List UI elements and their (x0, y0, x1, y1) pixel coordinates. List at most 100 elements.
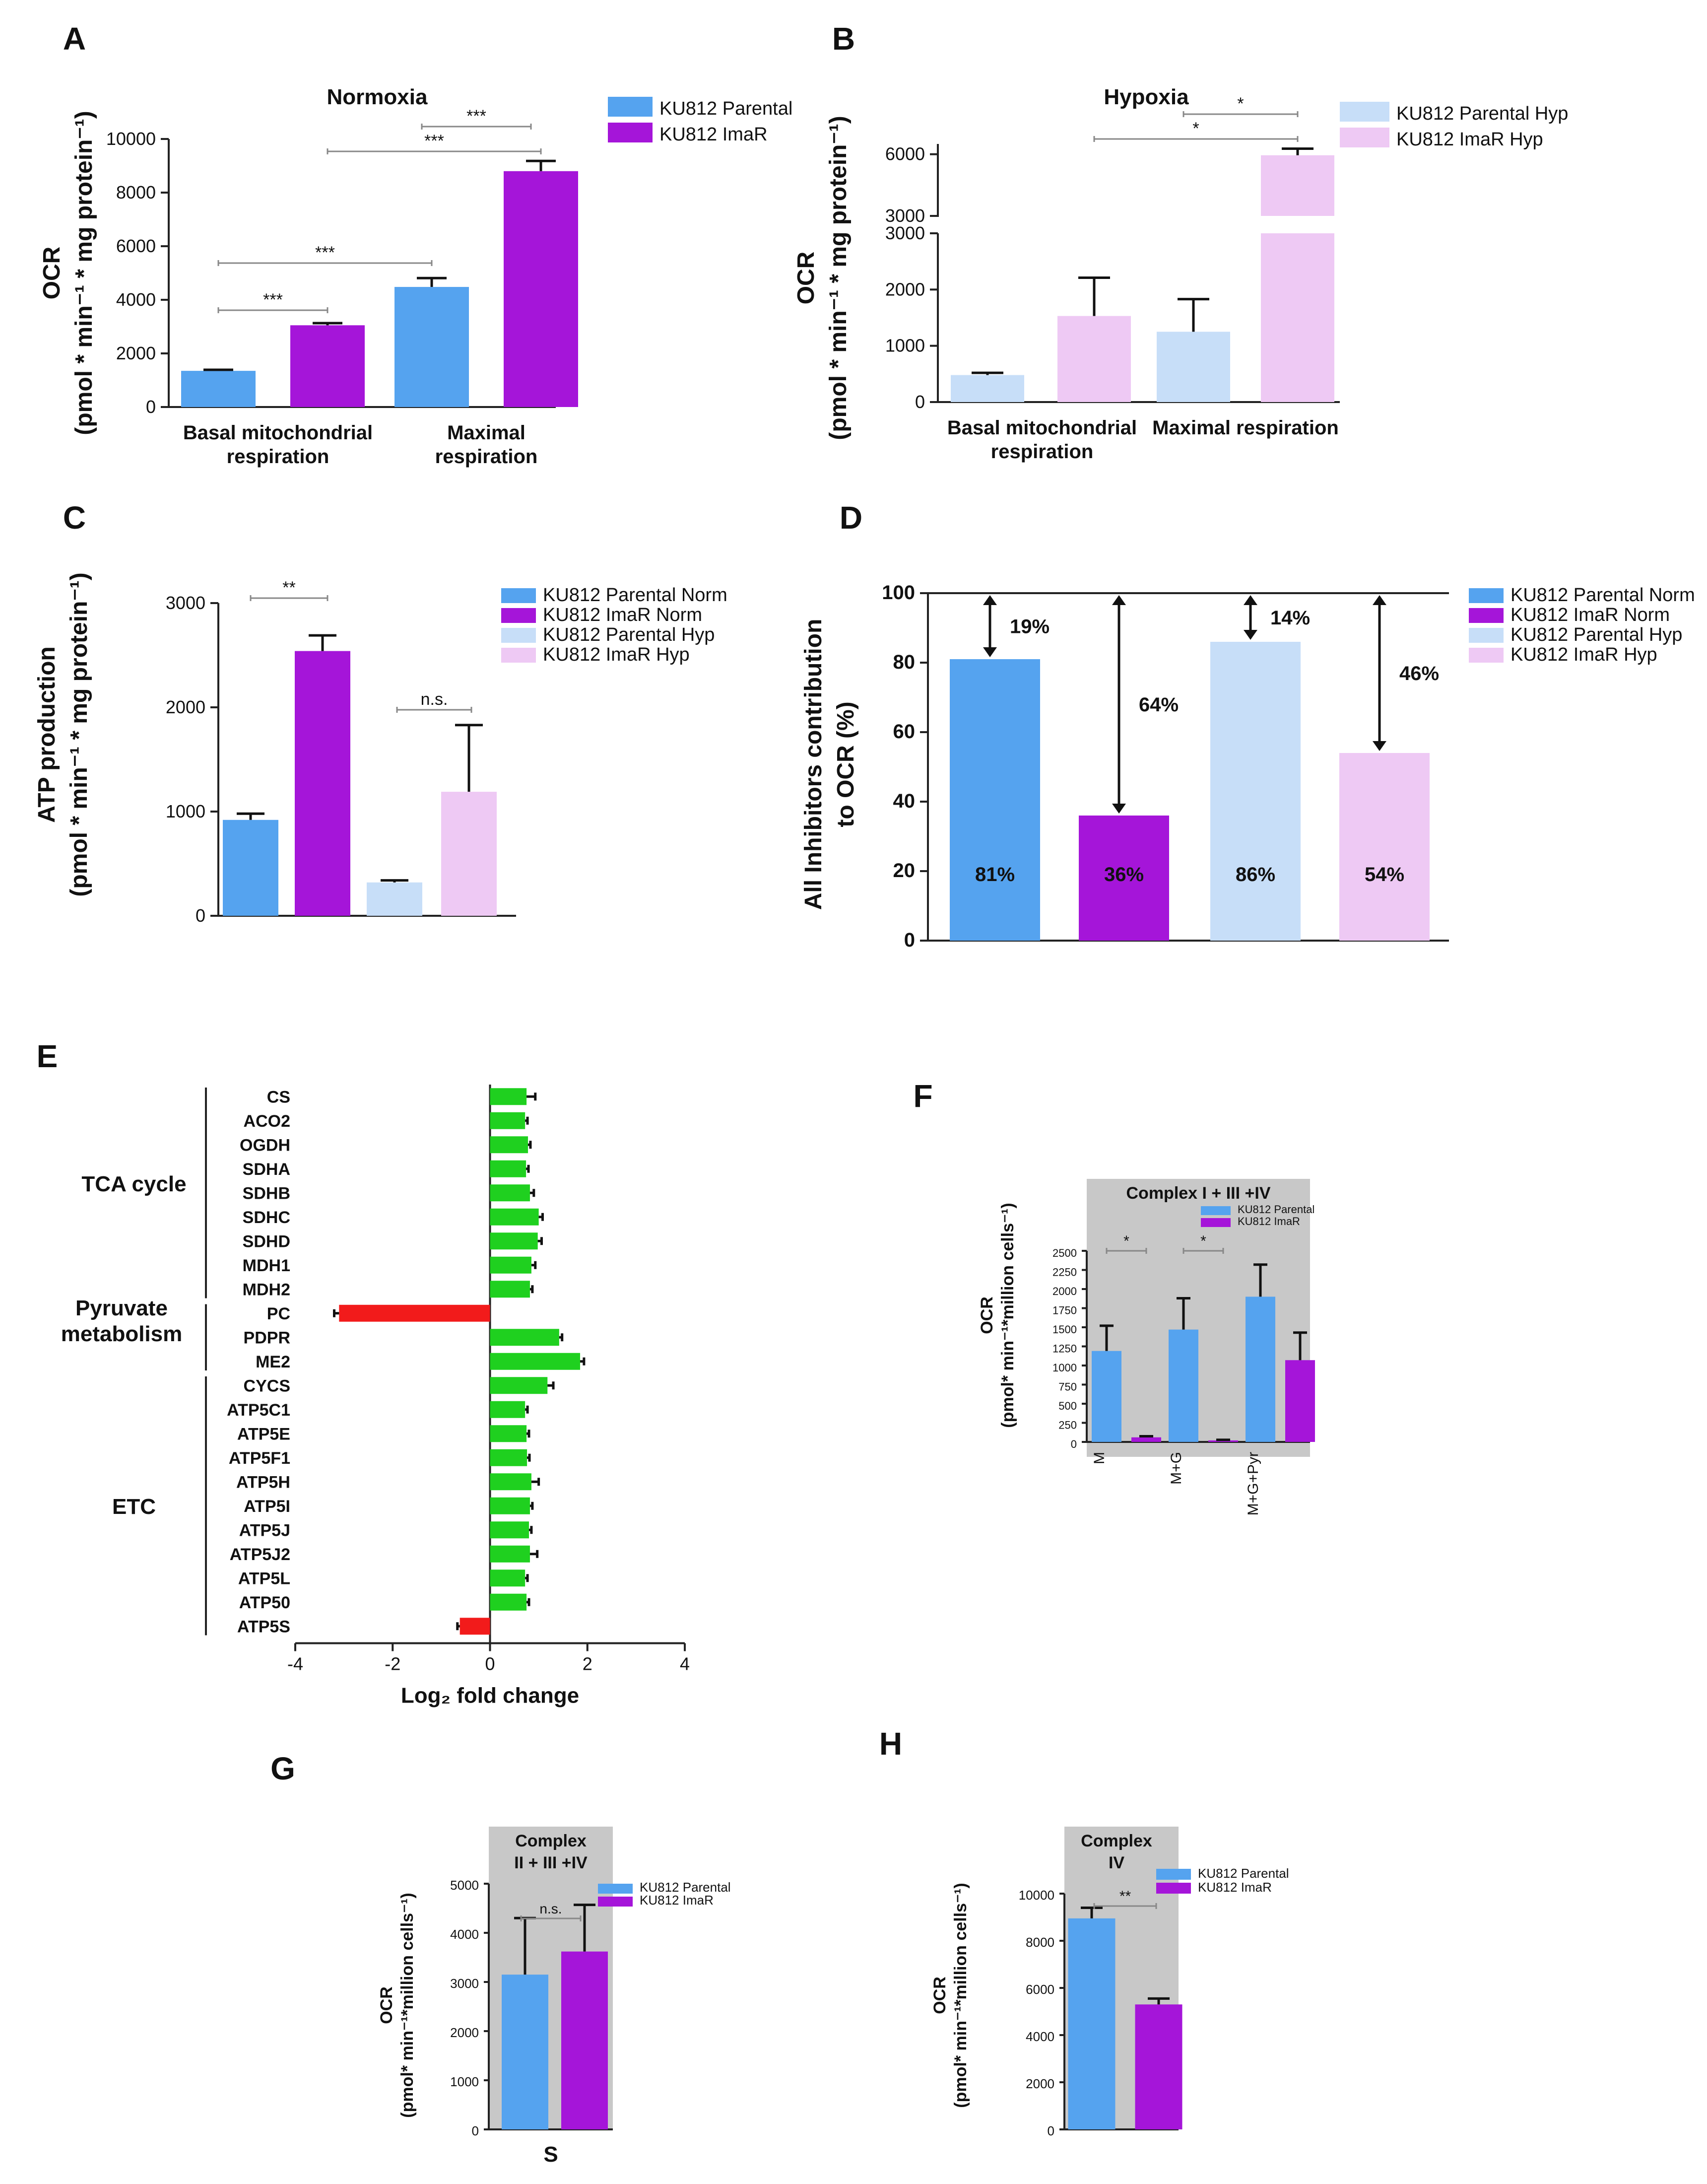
chart-g-legend-label: KU812 Parental (640, 1880, 731, 1895)
chart-e-gene-label: ATP5J2 (230, 1545, 290, 1564)
chart-d-ylabel-line: to OCR (%) (833, 701, 859, 827)
chart-b-sig-label: * (1192, 119, 1199, 138)
chart-f-bar (1246, 1297, 1275, 1442)
chart-a-category: Maximal (447, 422, 525, 444)
chart-h-legend-swatch (1156, 1869, 1191, 1880)
chart-f-bar (1092, 1351, 1121, 1442)
chart-g-y-tick-label: 0 (472, 2123, 479, 2138)
chart-a-sig-label: *** (466, 107, 486, 126)
chart-e-gene-label: SDHD (243, 1232, 290, 1251)
chart-c-y-tick-label: 0 (196, 905, 205, 926)
chart-a-title: Normoxia (327, 85, 428, 109)
chart-e-tick-label: -2 (385, 1654, 400, 1674)
chart-h-y-tick-label: 6000 (1026, 1982, 1054, 1997)
chart-g-y-tick-label: 1000 (450, 2074, 479, 2089)
chart-e-bar (490, 1160, 526, 1177)
chart-g-y-tick-label: 5000 (450, 1878, 479, 1893)
chart-c-ylabel: ATP production (pmol * min⁻¹ * mg protein… (34, 572, 92, 896)
chart-a-ylabel: OCR (pmol * min⁻¹ * mg protein⁻¹) (39, 111, 97, 435)
chart-c-bar (223, 819, 278, 916)
chart-e-bar (490, 1088, 527, 1105)
chart-c-sig-label: ** (282, 578, 295, 597)
panel-label-a: A (63, 21, 86, 57)
chart-e-bar (490, 1112, 525, 1129)
chart-c-y-tick-label: 1000 (166, 801, 205, 821)
chart-g-title: Complex (515, 1832, 587, 1850)
chart-b-tick-label: 1000 (885, 336, 925, 356)
chart-a-sig-label: *** (315, 243, 335, 262)
chart-e-gene-label: PDPR (244, 1328, 290, 1347)
chart-a-y-tick-label: 0 (146, 397, 156, 417)
chart-d-bar-label: 81% (975, 864, 1015, 886)
chart-e-gene-label: ATP5E (237, 1425, 290, 1443)
chart-c-legend-swatch (501, 648, 536, 663)
chart-f-ylabel: OCR (pmol* min⁻¹*million cells⁻¹) (978, 1203, 1017, 1428)
chart-c-y-tick-label: 3000 (166, 593, 205, 613)
chart-d-y-tick-label: 40 (893, 790, 916, 812)
chart-a-y-tick-label: 8000 (116, 182, 156, 203)
chart-b-legend-swatch (1340, 128, 1389, 147)
chart-d-arrowhead (1244, 595, 1257, 605)
chart-e-bar (460, 1618, 490, 1635)
chart-a-bar (181, 371, 256, 407)
chart-d-arrowhead (983, 595, 997, 605)
chart-h-y-tick-label: 4000 (1026, 2029, 1054, 2044)
chart-d-ylabel-line: All Inhibitors contribution (800, 619, 827, 910)
chart-e-gene-label: MDH2 (243, 1280, 290, 1299)
chart-c-legend-swatch (501, 588, 536, 603)
chart-d-arrowhead (983, 647, 997, 657)
chart-e-group-label: Pyruvate (75, 1296, 168, 1320)
chart-h-title: IV (1109, 1853, 1124, 1872)
chart-c-ylabel-line: ATP production (34, 646, 60, 823)
chart-d-arrowhead (1373, 741, 1386, 751)
chart-b-legend-label: KU812 Parental Hyp (1396, 103, 1568, 124)
chart-a-legend-label: KU812 Parental (659, 98, 792, 119)
chart-d-y-tick-label: 60 (893, 721, 916, 743)
chart-e-gene-label: ATP5F1 (229, 1449, 290, 1468)
chart-e-group-label: TCA cycle (81, 1172, 186, 1196)
chart-f-y-tick-label: 2500 (1052, 1247, 1077, 1259)
chart-e-bar (490, 1401, 525, 1418)
chart-e-bar (490, 1570, 525, 1587)
chart-g-bar (502, 1975, 548, 2129)
chart-c-y-tick-label: 2000 (166, 697, 205, 717)
chart-d-legend-label: KU812 Parental Norm (1510, 585, 1695, 606)
chart-e-gene-label: ME2 (256, 1353, 290, 1371)
chart-d-legend-swatch (1469, 588, 1504, 603)
chart-e-bar (490, 1497, 530, 1514)
chart-b-ylabel-line: OCR (793, 252, 819, 305)
chart-b-tick-label: 2000 (885, 279, 925, 299)
chart-d-bar (1210, 642, 1301, 941)
chart-e-gene-label: ATP50 (239, 1593, 290, 1612)
chart-h-sig-label: ** (1119, 1888, 1131, 1905)
chart-a-bar (290, 325, 365, 407)
chart-f-y-tick-label: 500 (1058, 1400, 1077, 1412)
chart-e-bar (490, 1449, 527, 1466)
chart-d-legend-swatch (1469, 608, 1504, 623)
chart-g-legend-swatch (598, 1884, 633, 1894)
chart-c-bar (367, 882, 422, 916)
chart-a-sig-label: *** (263, 290, 283, 309)
chart-c-legend-swatch (501, 628, 536, 643)
chart-e-gene-label: ATP5H (236, 1473, 290, 1492)
chart-f-legend-label: KU812 ImaR (1238, 1215, 1300, 1228)
chart-e-bar (490, 1232, 538, 1250)
chart-f-y-tick-label: 0 (1071, 1438, 1077, 1450)
chart-h-legend-label: KU812 ImaR (1198, 1880, 1272, 1895)
chart-b-category: respiration (991, 441, 1094, 463)
chart-c-ylabel-line: (pmol * min⁻¹ * mg protein⁻¹) (66, 572, 92, 896)
chart-a-ylabel-line: OCR (39, 247, 65, 300)
chart-f-legend-swatch (1201, 1206, 1231, 1215)
chart-f-y-tick-label: 250 (1058, 1419, 1077, 1432)
chart-h-title: Complex (1081, 1832, 1152, 1850)
chart-a-y-tick-label: 10000 (106, 129, 156, 149)
chart-d-arrowhead (1112, 804, 1126, 814)
chart-a-category: Basal mitochondrial (183, 422, 373, 444)
chart-h-bar (1135, 2004, 1182, 2129)
chart-f-y-tick-label: 750 (1058, 1381, 1077, 1393)
chart-d-legend-label: KU812 ImaR Hyp (1510, 644, 1657, 665)
chart-d-bar (1339, 753, 1430, 941)
chart-b-tick-label: 3000 (885, 205, 925, 226)
chart-a-y-tick-label: 6000 (116, 236, 156, 256)
